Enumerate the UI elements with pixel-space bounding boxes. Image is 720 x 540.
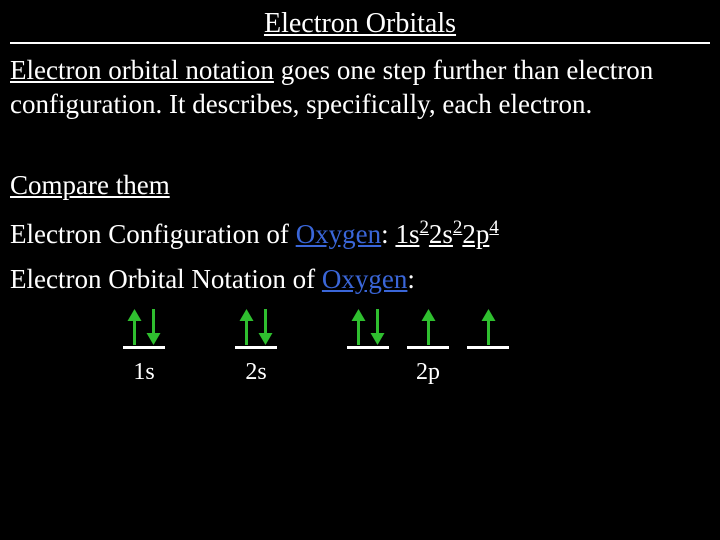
orbital-box — [464, 309, 512, 349]
arrow-up-icon — [350, 309, 367, 345]
config-part-1-base: 2s — [429, 219, 453, 249]
arrow-down-icon — [369, 309, 386, 345]
arrow-up-icon — [238, 309, 255, 345]
orbital-line — [407, 346, 449, 349]
orbital-box — [232, 309, 280, 349]
config-line: Electron Configuration of Oxygen: 1s22s2… — [10, 217, 710, 250]
orbital-box — [344, 309, 392, 349]
orbital-arrows — [238, 309, 274, 345]
config-part-0-base: 1s — [395, 219, 419, 249]
orbital-label: 2p — [416, 359, 440, 386]
orbital-line — [123, 346, 165, 349]
config-prefix: Electron Configuration of — [10, 219, 296, 249]
config-part-1-sup: 2 — [453, 217, 462, 238]
intro-lead: Electron orbital notation — [10, 55, 274, 85]
orbital-line — [467, 346, 509, 349]
notation-prefix: Electron Orbital Notation of — [10, 264, 322, 294]
arrow-down-icon — [257, 309, 274, 345]
orbital-diagram: 1s 2s 2p — [120, 309, 710, 386]
config-part-2-base: 2p — [462, 219, 489, 249]
arrow-down-icon — [145, 309, 162, 345]
orbital-arrows — [350, 309, 386, 345]
orbital-group: 2p — [344, 309, 512, 386]
arrow-up-icon — [126, 309, 143, 345]
notation-suffix: : — [407, 264, 415, 294]
config-part-0-sup: 2 — [419, 217, 428, 238]
orbital-group: 1s — [120, 309, 168, 386]
notation-line: Electron Orbital Notation of Oxygen: — [10, 264, 710, 295]
orbital-box — [120, 309, 168, 349]
orbital-group: 2s — [232, 309, 280, 386]
orbital-line — [347, 346, 389, 349]
config-colon: : — [381, 219, 395, 249]
orbital-line — [235, 346, 277, 349]
slide: Electron Orbitals Electron orbital notat… — [0, 0, 720, 540]
orbital-arrows — [480, 309, 497, 345]
compare-heading: Compare them — [10, 170, 710, 201]
config-element: Oxygen — [296, 219, 381, 249]
arrow-up-icon — [420, 309, 437, 345]
orbital-row — [344, 309, 512, 349]
config-part-2-sup: 4 — [489, 217, 498, 238]
orbital-label: 1s — [133, 359, 154, 386]
orbital-label: 2s — [245, 359, 266, 386]
intro-paragraph: Electron orbital notation goes one step … — [10, 54, 710, 122]
arrow-up-icon — [480, 309, 497, 345]
orbital-arrows — [126, 309, 162, 345]
orbital-row — [120, 309, 168, 349]
notation-element: Oxygen — [322, 264, 407, 294]
orbital-row — [232, 309, 280, 349]
orbital-arrows — [420, 309, 437, 345]
orbital-box — [404, 309, 452, 349]
title-divider — [10, 42, 710, 44]
slide-title: Electron Orbitals — [10, 8, 710, 40]
